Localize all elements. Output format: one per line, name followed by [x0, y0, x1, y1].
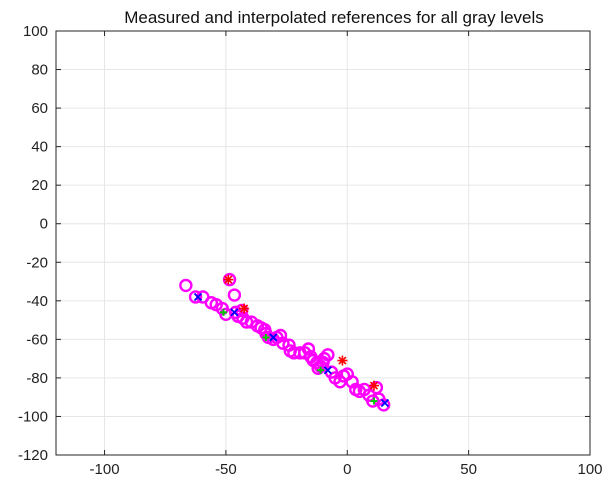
measured-x-point: [193, 292, 203, 302]
y-tick-label: 60: [31, 100, 48, 117]
interpolated-point: [376, 398, 391, 412]
measured-plus-point: [262, 333, 270, 341]
measured-plus-point: [317, 366, 325, 374]
y-tick-label: 0: [40, 216, 48, 233]
x-tick-label: -50: [215, 461, 237, 478]
y-tick-label: -60: [26, 331, 48, 348]
interpolated-point: [317, 351, 331, 366]
axes: [55, 30, 591, 456]
measured-x-point: [380, 398, 390, 408]
x-tick-label: 50: [460, 461, 477, 478]
interpolated-point: [276, 336, 290, 350]
y-tick-label: -120: [18, 447, 48, 464]
interpolated-point: [301, 342, 316, 356]
chart-title: Measured and interpolated references for…: [124, 8, 544, 27]
y-axis-ticks: 100 80 60 40 20 0 -20 -40 -60 -80 -100 -120: [18, 23, 590, 464]
interpolated-point: [345, 375, 359, 389]
measured-x-point: [269, 333, 278, 342]
data-points: [179, 272, 391, 412]
measured-star-point: [239, 303, 250, 314]
y-tick-label: -80: [26, 370, 48, 387]
interpolated-point: [227, 288, 242, 302]
x-tick-label: 0: [343, 461, 351, 478]
interpolated-point: [321, 348, 335, 362]
interpolated-point: [179, 278, 193, 293]
x-tick-label: 100: [577, 461, 602, 478]
y-tick-label: 20: [31, 177, 48, 194]
plot-frame: [55, 30, 591, 456]
grid: [56, 30, 591, 456]
y-tick-label: 40: [31, 139, 48, 156]
measured-plus-point: [219, 308, 227, 316]
measured-star-point: [368, 380, 379, 391]
y-tick-label: -100: [18, 408, 48, 425]
y-tick-label: 100: [23, 23, 48, 40]
measured-x-point: [323, 366, 332, 375]
x-tick-label: -100: [90, 461, 120, 478]
y-tick-label: -40: [26, 293, 48, 310]
measured-star-point: [337, 355, 348, 366]
measured-x-point: [230, 308, 239, 317]
interpolated-point: [188, 290, 203, 304]
measured-plus-point: [370, 397, 378, 405]
interpolated-point: [310, 355, 324, 370]
y-tick-label: 80: [31, 62, 48, 79]
y-tick-label: -20: [26, 254, 48, 271]
measured-star-point: [223, 274, 234, 285]
x-axis-ticks: -100 -50 0 50 100: [90, 31, 603, 478]
